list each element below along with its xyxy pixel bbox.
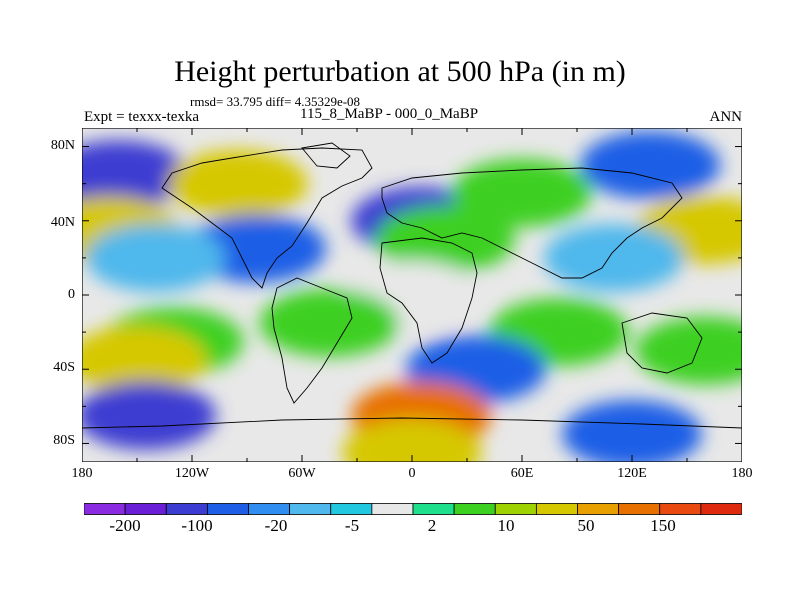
coastline-south-america: [271, 277, 353, 404]
x-tick-label: 60W: [288, 466, 316, 481]
colorbar-box: [618, 503, 661, 515]
colorbar-label: 10: [497, 516, 515, 535]
colorbar-label: 50: [577, 516, 595, 535]
colorbar-label: 150: [650, 516, 676, 535]
figure-title: Height perturbation at 500 hPa (in m): [174, 55, 626, 88]
colorbar-box: [659, 503, 702, 515]
coastline-north-america: [161, 147, 373, 289]
colorbar-box: [289, 503, 332, 515]
colorbar: [84, 503, 742, 515]
coastline-eurasia: [381, 167, 683, 279]
colorbar-box: [412, 503, 455, 515]
x-tick-label: 120E: [617, 466, 647, 481]
field-blob: [452, 158, 592, 227]
x-tick-label: 180: [731, 466, 753, 481]
colorbar-box: [248, 503, 291, 515]
season-label: ANN: [709, 109, 743, 125]
height-perturbation-map: [82, 128, 742, 462]
stats-text: rmsd= 33.795 diff= 4.35329e-08: [190, 94, 361, 109]
coastline-africa: [379, 237, 478, 364]
field-blob: [580, 131, 721, 200]
field-blob: [167, 149, 308, 218]
colorbar-box: [577, 503, 620, 515]
coastlines: [82, 142, 742, 462]
field-blob: [375, 205, 515, 274]
x-tick-label: 120W: [174, 466, 210, 481]
colorbar-box: [330, 503, 373, 515]
y-tick-label: 80S: [53, 433, 75, 448]
x-tick-label: 60E: [510, 466, 534, 481]
colorbar-label: 2: [427, 516, 437, 535]
experiment-label: Expt = texxx-texka: [84, 109, 200, 125]
x-tick-label: 180: [71, 466, 93, 481]
y-tick-label: 0: [68, 287, 75, 302]
field-blob: [342, 418, 482, 462]
coastline-greenland: [301, 142, 351, 169]
field-blob: [259, 288, 400, 357]
y-tick-label: 80N: [50, 138, 75, 153]
field-blob: [543, 223, 684, 292]
colorbar-box: [124, 503, 167, 515]
contour-field: [82, 131, 742, 462]
colorbar-label: -5: [344, 516, 360, 535]
colorbar-box: [165, 503, 208, 515]
field-blob: [82, 381, 217, 450]
y-tick-label: 40N: [50, 215, 75, 230]
field-blob: [562, 400, 702, 462]
field-blob: [82, 325, 207, 394]
colorbar-box: [535, 503, 578, 515]
colorbar-box: [494, 503, 537, 515]
colorbar-label: -100: [181, 516, 213, 535]
colorbar-label: -200: [109, 516, 141, 535]
coastline-australia: [621, 312, 703, 374]
colorbar-label: -20: [264, 516, 288, 535]
run-subtitle: 115_8_MaBP - 000_0_MaBP: [300, 106, 479, 122]
y-tick-marks: [82, 146, 742, 444]
colorbar-box: [206, 503, 249, 515]
colorbar-box: [453, 503, 496, 515]
field-blob: [85, 223, 226, 292]
x-tick-label: 0: [408, 466, 416, 481]
field-blob: [82, 140, 189, 209]
coastline-antarctica: [82, 417, 742, 462]
colorbar-box: [371, 503, 414, 515]
colorbar-box: [84, 503, 126, 515]
colorbar-box: [700, 503, 742, 515]
x-tick-marks: [82, 128, 742, 462]
y-tick-label: 40S: [53, 360, 75, 375]
field-blob: [635, 316, 742, 385]
